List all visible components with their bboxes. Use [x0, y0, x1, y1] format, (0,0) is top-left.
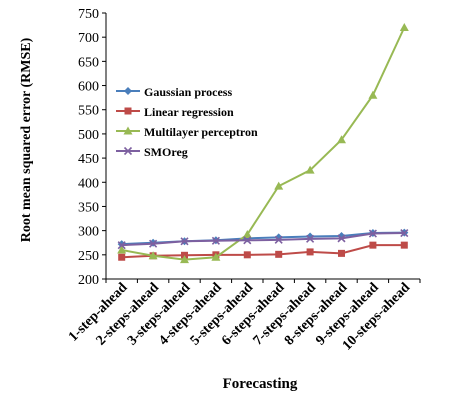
- x-mark-stroke: [211, 236, 220, 245]
- data-point: [337, 135, 346, 144]
- data-point: [368, 90, 378, 99]
- data-point: [274, 235, 283, 244]
- data-point: [180, 255, 189, 264]
- series-smoreg: [117, 228, 409, 250]
- data-point: [117, 245, 127, 254]
- data-point: [275, 250, 283, 258]
- data-point: [274, 181, 284, 190]
- y-tick-label: 600: [78, 80, 99, 95]
- data-point: [243, 236, 252, 245]
- legend-marker: [123, 146, 133, 156]
- y-tick-label: 650: [78, 55, 99, 70]
- y-tick-label: 200: [78, 273, 99, 288]
- series-gaussian-process: [117, 228, 409, 249]
- x-axis-ticks: 1-step-ahead2-steps-ahead3-steps-ahead4-…: [66, 279, 421, 354]
- data-point: [149, 239, 158, 248]
- x-axis-label: Forecasting: [222, 376, 298, 392]
- series-multilayer-perceptron: [117, 23, 409, 264]
- data-point: [148, 251, 158, 260]
- series-layer: [117, 23, 409, 264]
- y-tick-label: 350: [78, 200, 99, 215]
- data-point: [243, 251, 251, 259]
- y-tick-label: 400: [78, 176, 99, 191]
- legend-label: SMOreg: [144, 145, 188, 159]
- x-mark-stroke: [180, 237, 189, 246]
- legend: Gaussian process Linear regression Multila…: [116, 85, 258, 159]
- data-point: [211, 252, 221, 261]
- x-mark-stroke: [337, 234, 346, 243]
- series-linear-regression: [118, 241, 408, 261]
- data-point: [242, 230, 252, 239]
- y-axis-label: Root mean squared error (RMSE): [19, 37, 34, 243]
- x-mark-stroke: [368, 229, 377, 238]
- y-tick-label: 700: [78, 31, 99, 46]
- data-point: [368, 229, 377, 238]
- series-line: [121, 27, 406, 261]
- y-tick-label: 750: [78, 7, 99, 22]
- data-point: [305, 165, 315, 174]
- legend-marker: [124, 87, 132, 95]
- legend-marker: [124, 107, 132, 115]
- x-mark-stroke: [274, 235, 283, 244]
- legend-entry: Linear regression: [116, 105, 234, 119]
- legend-entry: Multilayer perceptron: [116, 125, 258, 139]
- x-mark-stroke: [117, 241, 126, 250]
- x-mark-stroke: [306, 234, 315, 243]
- series-line: [121, 244, 405, 259]
- x-mark-stroke: [243, 236, 252, 245]
- y-tick-label: 550: [78, 104, 99, 119]
- legend-label: Multilayer perceptron: [144, 125, 258, 139]
- y-tick-label: 500: [78, 128, 99, 143]
- legend-label: Gaussian process: [144, 85, 232, 99]
- data-point: [400, 241, 408, 249]
- legend-marker: [123, 126, 133, 135]
- data-point: [117, 241, 126, 250]
- x-mark-stroke: [149, 239, 158, 248]
- y-tick-label: 250: [78, 249, 99, 264]
- legend-entry: Gaussian process: [116, 85, 232, 99]
- data-point: [399, 23, 409, 32]
- series-line: [121, 232, 405, 247]
- data-point: [180, 237, 189, 246]
- y-tick-label: 300: [78, 225, 99, 240]
- data-point: [306, 248, 314, 256]
- legend-label: Linear regression: [144, 105, 234, 119]
- data-point: [337, 234, 346, 243]
- x-mark-stroke: [400, 228, 409, 238]
- y-axis-ticks: 200 250 300 350 400 450 500 550 600 650 700 750: [78, 7, 106, 288]
- data-point: [211, 236, 220, 245]
- y-tick-label: 450: [78, 152, 99, 167]
- data-point: [369, 241, 377, 249]
- data-point: [338, 249, 345, 257]
- data-point: [118, 253, 126, 261]
- data-point: [400, 228, 409, 238]
- x-mark-stroke: [123, 146, 133, 156]
- legend-entry: SMOreg: [116, 145, 188, 159]
- data-point: [306, 234, 315, 243]
